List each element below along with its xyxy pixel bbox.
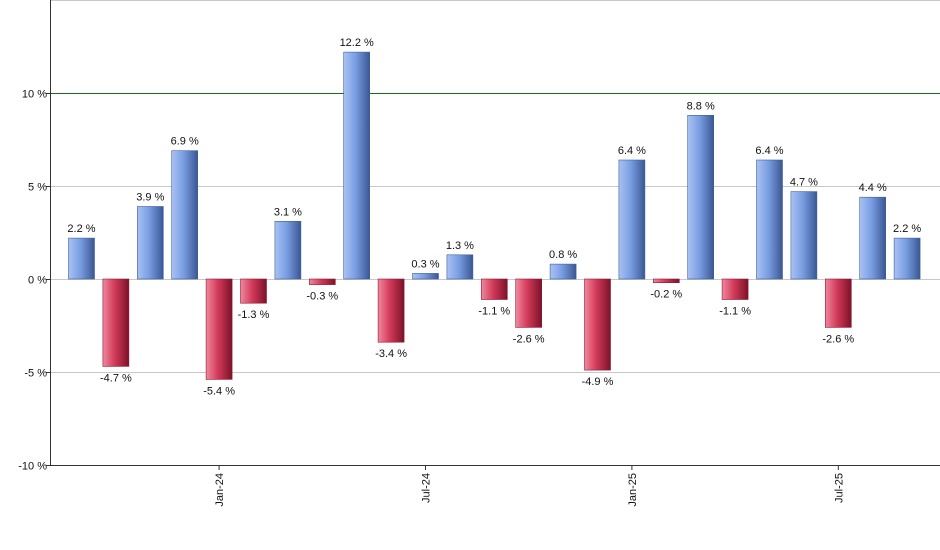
bar-value-label: 3.9 % [136, 192, 164, 204]
bar [480, 278, 508, 300]
bar [687, 115, 715, 280]
bar-value-label: -0.3 % [306, 291, 338, 303]
bar-value-label: 3.1 % [274, 206, 302, 218]
y-tick-label: 0 % [28, 275, 47, 287]
gridlines [50, 0, 940, 373]
bar-value-label: -1.1 % [719, 306, 751, 318]
bar [102, 278, 130, 367]
bar [652, 278, 680, 284]
bar [68, 237, 95, 280]
bar [412, 273, 439, 280]
bar-value-label: -2.6 % [822, 333, 854, 345]
bar [446, 254, 474, 280]
x-tick-labels: Jan-24 Jul-24 Jan-25 Jul-25 [214, 473, 845, 507]
bars [68, 51, 921, 380]
bar-value-label: 4.4 % [859, 182, 887, 194]
bar-value-label: 2.2 % [893, 223, 921, 235]
bar [205, 278, 233, 380]
bar-value-label: 0.8 % [549, 249, 577, 261]
bar [240, 278, 267, 304]
y-tick-label: 10 % [22, 89, 47, 101]
x-tick-label: Jul-24 [421, 473, 433, 503]
bar-value-label: -1.3 % [238, 309, 270, 321]
bar-value-label: -2.6 % [513, 333, 545, 345]
y-tick-labels: 10 % 5 % 0 % -5 % -10 % [18, 89, 47, 473]
bar-value-labels: 2.2 % -4.7 % 3.9 % 6.9 % -5.4 % -1.3 % 3.1 % -0… [67, 37, 921, 397]
bar [618, 159, 646, 280]
x-tick-label: Jul-25 [833, 473, 845, 503]
bar [549, 263, 577, 280]
bar-value-label: -1.1 % [478, 306, 510, 318]
bar [137, 206, 164, 280]
bar [377, 278, 405, 343]
bar-value-label: -4.9 % [582, 376, 614, 388]
bar [859, 196, 887, 280]
bar-value-label: 6.4 % [618, 145, 646, 157]
bar [790, 191, 818, 280]
axes [46, 0, 940, 470]
bar-value-label: -4.7 % [100, 372, 132, 384]
bar [308, 278, 336, 285]
bar-value-label: 4.7 % [790, 177, 818, 189]
bar [756, 159, 783, 280]
bar [721, 278, 749, 300]
bar-value-label: 8.8 % [687, 100, 715, 112]
bar-value-label: 2.2 % [67, 223, 95, 235]
bar [893, 237, 921, 280]
bar [824, 278, 852, 328]
y-tick-label: -10 % [18, 461, 47, 473]
bar [515, 278, 543, 328]
bar [274, 221, 302, 280]
y-tick-label: -5 % [24, 368, 47, 380]
bar-value-label: 1.3 % [446, 240, 474, 252]
bar [584, 278, 611, 371]
bar-value-label: -5.4 % [203, 385, 235, 397]
x-tick-label: Jan-24 [214, 473, 226, 507]
bar-value-label: 0.3 % [411, 258, 439, 270]
bar-value-label: -0.2 % [650, 289, 682, 301]
bar [171, 150, 198, 280]
x-tick-label: Jan-25 [627, 473, 639, 507]
bar-value-label: 6.9 % [171, 136, 199, 148]
bar [343, 51, 371, 280]
bar-value-label: 12.2 % [340, 37, 374, 49]
bar-value-label: -3.4 % [375, 348, 407, 360]
y-tick-label: 5 % [28, 182, 47, 194]
bar-value-label: 6.4 % [755, 145, 783, 157]
